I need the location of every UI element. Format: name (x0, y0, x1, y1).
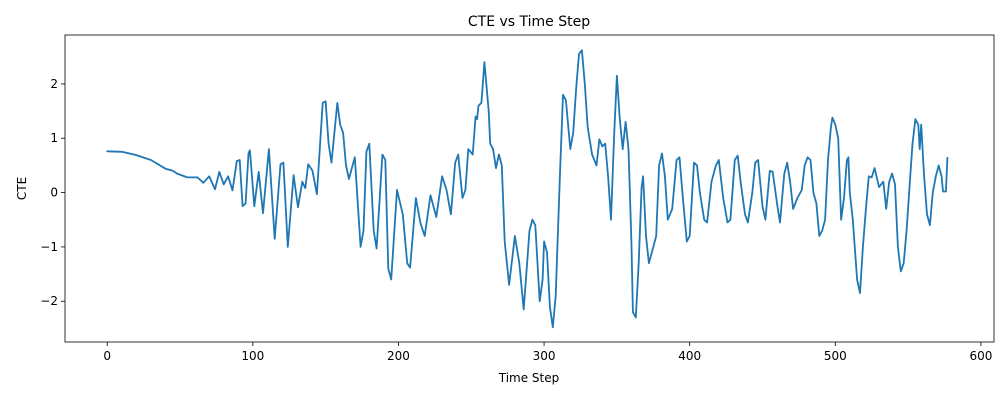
chart-title: CTE vs Time Step (468, 14, 590, 30)
y-tick-label: 0 (50, 186, 58, 200)
x-tick-label: 200 (387, 349, 410, 363)
x-tick-label: 100 (241, 349, 264, 363)
y-tick-label: 1 (50, 131, 58, 145)
y-tick-label: −1 (40, 240, 58, 254)
x-tick-label: 600 (969, 349, 992, 363)
cte-series-line (106, 49, 949, 329)
x-tick-label: 300 (533, 349, 556, 363)
x-axis-label: Time Step (498, 371, 560, 385)
y-axis-label: CTE (15, 177, 29, 200)
y-tick-label: −2 (40, 294, 58, 308)
y-axis: −2 −1 0 1 2 (40, 77, 65, 308)
x-tick-label: 0 (103, 349, 111, 363)
axes-frame (64, 34, 995, 343)
x-axis: 0 100 200 300 400 500 600 (103, 342, 992, 363)
y-tick-label: 2 (50, 77, 58, 91)
x-tick-label: 500 (824, 349, 847, 363)
x-tick-label: 400 (678, 349, 701, 363)
plot-area (106, 49, 949, 329)
